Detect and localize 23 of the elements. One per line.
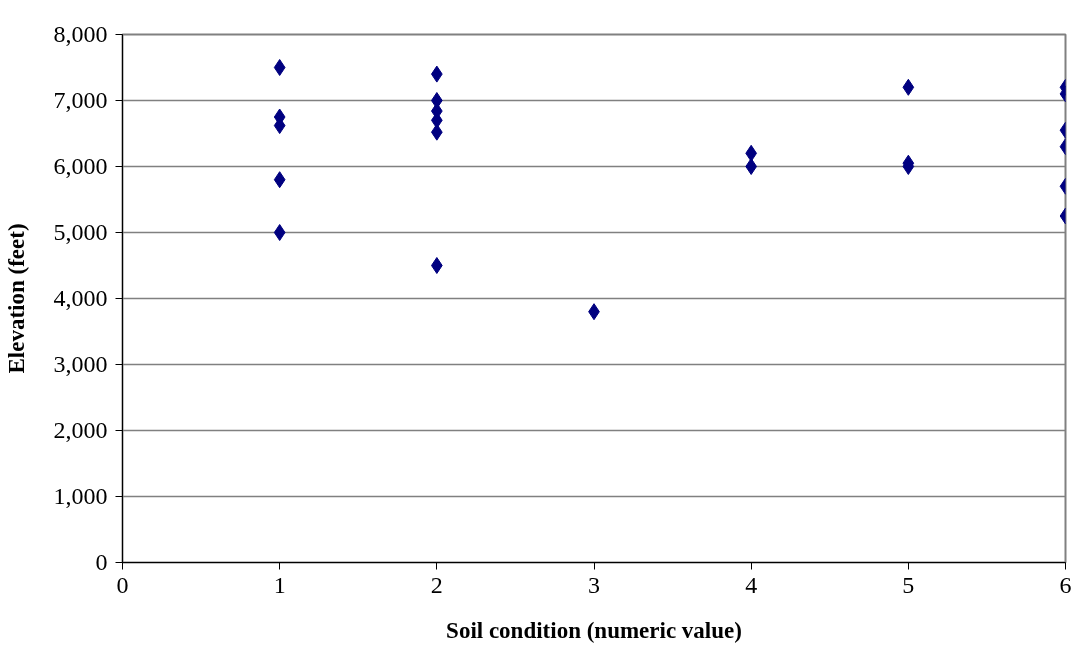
y-tick-label: 4,000: [53, 285, 108, 311]
x-tick-label: 2: [430, 571, 443, 598]
y-tick-label: 5,000: [53, 219, 108, 245]
point: [273, 59, 286, 76]
y-tick-label: 1,000: [53, 483, 108, 509]
y-tick-label: 8,000: [53, 21, 108, 47]
y-tick-label: 3,000: [53, 351, 108, 377]
point: [273, 224, 286, 241]
x-tick-label: 4: [745, 571, 758, 598]
x-tick-label: 1: [273, 571, 286, 598]
y-tick-label: 0: [95, 549, 108, 575]
x-tick-label: 6: [1059, 571, 1072, 598]
point: [273, 171, 286, 189]
x-axis-title: Soil condition (numeric value): [446, 617, 742, 643]
y-axis-title: Elevation (feet): [3, 223, 29, 374]
x-tick-label: 0: [116, 571, 129, 598]
point: [745, 158, 757, 175]
x-tick-label: 3: [588, 571, 600, 598]
y-tick-label: 6,000: [53, 153, 108, 179]
y-tick-label: 2,000: [53, 417, 108, 443]
y-tick-label: 7,000: [53, 87, 108, 113]
point: [431, 257, 443, 274]
x-tick-label: 5: [902, 571, 915, 598]
